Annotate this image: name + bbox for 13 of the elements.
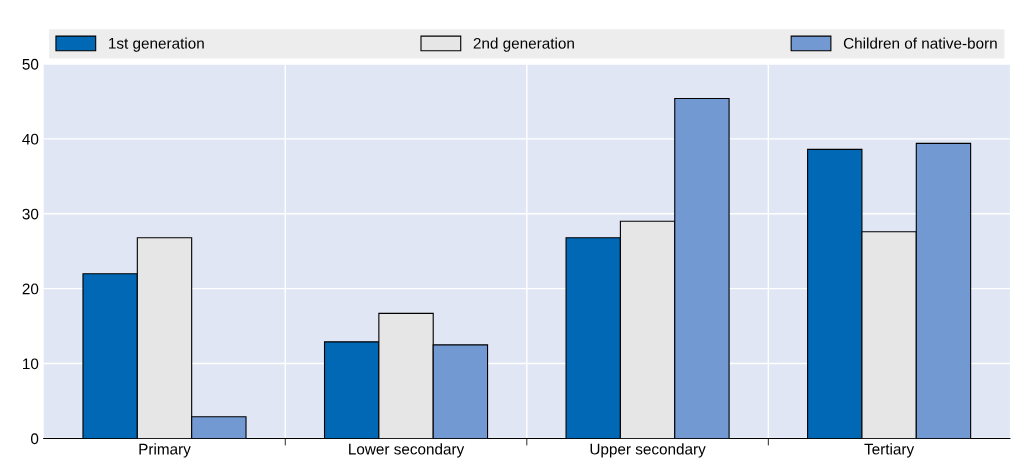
legend-label: Children of native-born: [843, 37, 997, 49]
x-tick-label: Lower secondary: [349, 443, 465, 458]
x-tick-label: Tertiary: [864, 443, 915, 458]
x-tick-label: Upper secondary: [590, 443, 706, 458]
legend-label: 1st generation: [109, 37, 204, 52]
y-tick-label: 0: [30, 433, 39, 445]
y-tick-label: 20: [22, 283, 39, 295]
y-tick-label: 30: [22, 208, 39, 220]
legend-label: 2nd generation: [473, 37, 574, 52]
y-tick-label: 50: [22, 58, 39, 70]
x-tick-label: Primary: [139, 443, 191, 458]
y-tick-label: 40: [22, 133, 39, 145]
y-tick-label: 10: [23, 358, 39, 370]
